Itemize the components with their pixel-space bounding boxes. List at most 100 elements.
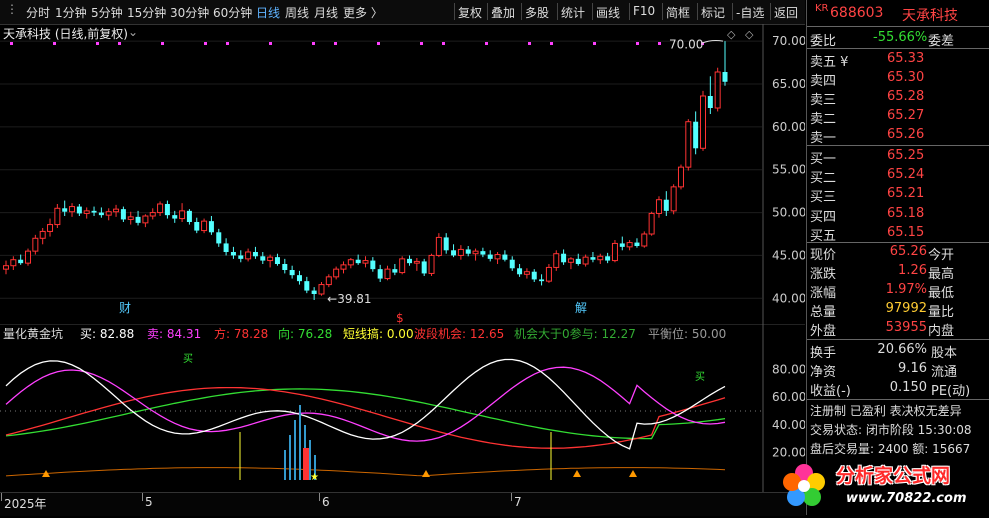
price-axis-label: 60.00: [772, 120, 805, 134]
period-tab[interactable]: 15分钟: [127, 6, 167, 20]
menu-icon[interactable]: ⋮: [6, 2, 18, 16]
period-tab[interactable]: 60分钟: [213, 6, 253, 20]
candle-body: [304, 281, 310, 291]
chart-title: 天承科技 (日线,前复权): [3, 27, 128, 41]
date-tick: [1, 493, 2, 501]
bid-label: 买四: [810, 209, 837, 225]
stock-code[interactable]: 688603: [830, 5, 884, 21]
weibi-value: -55.66%: [873, 30, 928, 45]
candle-body: [582, 256, 589, 265]
trade-info: 盘后交易量: 2400 额: 15667: [810, 442, 971, 456]
quote-value: 1.26: [898, 263, 927, 278]
ask-label: 卖三: [810, 93, 837, 108]
quote-value: 97992: [885, 301, 927, 316]
indicator-wave: 波段机会: 12.65: [414, 327, 505, 341]
divider: [807, 339, 989, 340]
candle-body: [142, 215, 149, 224]
indicator-name: 量化黄金坑: [3, 327, 64, 341]
price-chart[interactable]: 70.00 65.00 60.00 55.00 50.00 45.00 40.00 70.00…: [0, 24, 805, 324]
event-dot: [269, 42, 272, 45]
event-dot: [528, 42, 531, 45]
candle-body: [120, 209, 126, 220]
candle-body: [648, 212, 655, 235]
candle-body: [113, 208, 120, 213]
candle-body: [32, 237, 39, 252]
bid-label: 买二: [810, 171, 837, 187]
toolbar-button[interactable]: 复权: [458, 6, 483, 20]
candle-body: [545, 266, 552, 282]
indicator-buy: 买: 82.88: [80, 327, 135, 341]
event-marker: $: [396, 311, 404, 324]
period-tab[interactable]: 分时: [26, 6, 51, 20]
period-tab[interactable]: 1分钟: [55, 6, 87, 20]
candle-body: [670, 186, 677, 212]
ask-label: 卖五 ¥: [810, 55, 849, 70]
toolbar-button[interactable]: 简框: [666, 6, 691, 20]
chevron-down-icon[interactable]: ⌄: [128, 25, 139, 39]
toolbar-button[interactable]: -自选: [736, 6, 765, 20]
period-tab[interactable]: 5分钟: [91, 6, 123, 20]
toolbar-button[interactable]: 叠加: [491, 6, 516, 20]
toolbar-separator: [454, 3, 455, 20]
volume-bar: [284, 450, 286, 480]
period-tab[interactable]: 日线: [256, 6, 281, 20]
date-tick: [511, 493, 512, 501]
event-dot: [485, 42, 488, 45]
stock-name[interactable]: 天承科技: [902, 8, 958, 24]
period-tab[interactable]: 更多 〉: [343, 6, 383, 20]
toolbar-button[interactable]: 统计: [561, 6, 586, 20]
triangle-marker: [629, 470, 637, 477]
event-marker: 财: [119, 301, 131, 315]
candle-body: [54, 207, 61, 226]
indicator-header: 量化黄金坑 买: 82.88 卖: 84.31 方: 78.28 向: 76.2…: [0, 325, 760, 341]
toolbar-button[interactable]: 画线: [596, 6, 621, 20]
toolbar-button[interactable]: 标记: [701, 6, 726, 20]
volume-bar: [294, 420, 296, 480]
candle-body: [282, 264, 288, 270]
candle-body: [435, 236, 442, 256]
period-tab[interactable]: 周线: [285, 6, 310, 20]
toolbar-button[interactable]: F10: [633, 4, 656, 18]
event-dot: [161, 42, 164, 45]
quote-label-right: 量比: [928, 305, 955, 320]
candle-body: [91, 210, 97, 213]
period-tab[interactable]: 月线: [314, 6, 339, 20]
event-dot: [658, 42, 661, 45]
min-price-label: ←39.81: [327, 292, 371, 306]
date-axis: 2025年 5 6 7: [0, 492, 805, 516]
max-price-label: 70.00: [669, 38, 703, 52]
candle-body: [25, 250, 32, 264]
signal-label: 买: [183, 353, 193, 365]
date-tick: [319, 493, 320, 501]
weibi-label: 委比: [810, 34, 837, 49]
candle-body: [480, 251, 486, 255]
max-price-arrow: [701, 39, 724, 44]
price-axis-label: 50.00: [772, 206, 805, 220]
toolbar-button[interactable]: 返回: [774, 6, 799, 20]
logo-text: 分析家公式网: [836, 465, 951, 487]
event-dot: [118, 42, 121, 45]
candle-body: [619, 243, 625, 247]
candle-body: [677, 166, 684, 188]
ask-label: 卖一: [810, 131, 837, 146]
indicator-axis-label: 80.00: [772, 363, 805, 377]
period-tab[interactable]: 30分钟: [170, 6, 210, 20]
trade-info: 交易状态: 闭市阶段 15:30:08: [810, 423, 972, 437]
quote-label: 涨幅: [810, 286, 837, 301]
toolbar-separator: [629, 3, 630, 20]
divider: [807, 399, 989, 400]
quote-value: 65.26: [889, 244, 927, 259]
candle-body: [575, 258, 581, 264]
event-dot: [53, 42, 56, 45]
date-label: 2025年: [4, 497, 47, 511]
candle-body: [465, 249, 471, 254]
ask-price: 65.30: [887, 70, 925, 85]
date-tick: [142, 493, 143, 501]
bid-price: 65.15: [887, 224, 925, 240]
event-dot: [593, 42, 596, 45]
candle-body: [531, 271, 537, 280]
toolbar-button[interactable]: 多股: [525, 6, 550, 20]
xiang-line: [5, 388, 726, 440]
quote-label: 涨跌: [810, 267, 837, 282]
